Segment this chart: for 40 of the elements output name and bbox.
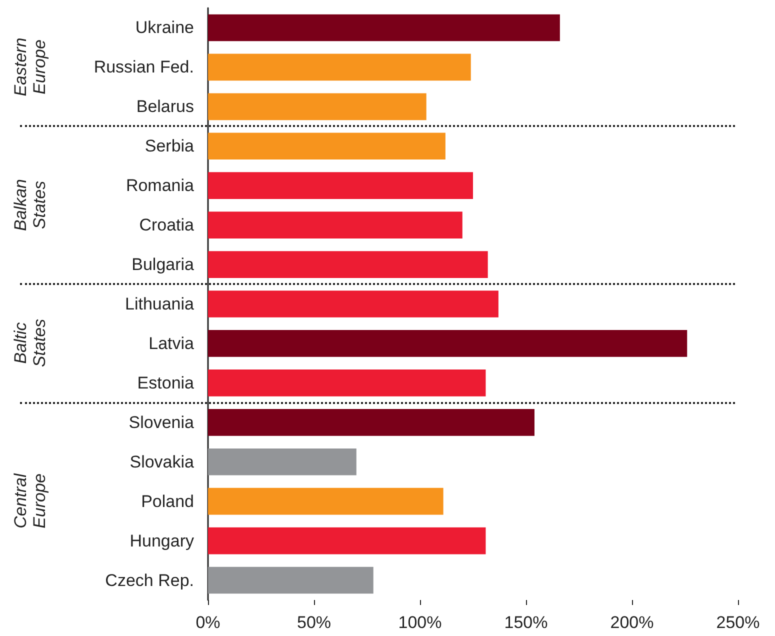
- bar: [208, 212, 462, 238]
- y-tick-label: Slovenia: [128, 412, 195, 432]
- y-tick-label: Bulgaria: [132, 255, 195, 274]
- bar: [208, 330, 688, 357]
- text: Balkan States: [10, 178, 50, 234]
- x-tick-label: 50%: [296, 613, 332, 632]
- bar: [208, 408, 534, 436]
- y-tick-label: Hungary: [130, 531, 194, 550]
- x-tick-label: 100%: [398, 613, 442, 632]
- text: Central Europe: [10, 472, 50, 531]
- x-tick-label: 250%: [716, 613, 760, 632]
- x-tick-label: 200%: [610, 613, 654, 632]
- y-tick-label: Lithuania: [124, 294, 195, 314]
- y-tick-label: Estonia: [137, 373, 195, 392]
- text: Baltic States: [10, 318, 50, 370]
- bar: [208, 172, 473, 200]
- y-tick-label: Latvia: [148, 334, 195, 353]
- text: Eastern Europe: [10, 36, 50, 98]
- bar: [208, 93, 426, 120]
- bar: [208, 290, 498, 318]
- y-tick-label: Croatia: [139, 216, 195, 235]
- y-tick-label: Slovakia: [130, 452, 195, 472]
- bar: [208, 527, 486, 554]
- bar: [208, 132, 446, 160]
- bar: [208, 14, 560, 42]
- bar: [208, 448, 356, 476]
- bar: [208, 251, 488, 278]
- bar: [208, 488, 444, 515]
- x-tick-label: 0%: [196, 613, 220, 632]
- y-tick-label: Romania: [126, 176, 195, 196]
- y-tick-label: Belarus: [136, 97, 194, 116]
- y-tick-label: Ukraine: [135, 18, 194, 38]
- y-tick-label: Russian Fed.: [94, 58, 194, 77]
- bar: [208, 54, 471, 81]
- y-tick-label: Serbia: [144, 136, 195, 156]
- x-tick-label: 150%: [504, 613, 548, 632]
- y-tick-label: Czech Rep.: [105, 570, 194, 590]
- bar: [208, 566, 374, 594]
- y-tick-label: Poland: [141, 492, 194, 511]
- bar: [208, 370, 486, 396]
